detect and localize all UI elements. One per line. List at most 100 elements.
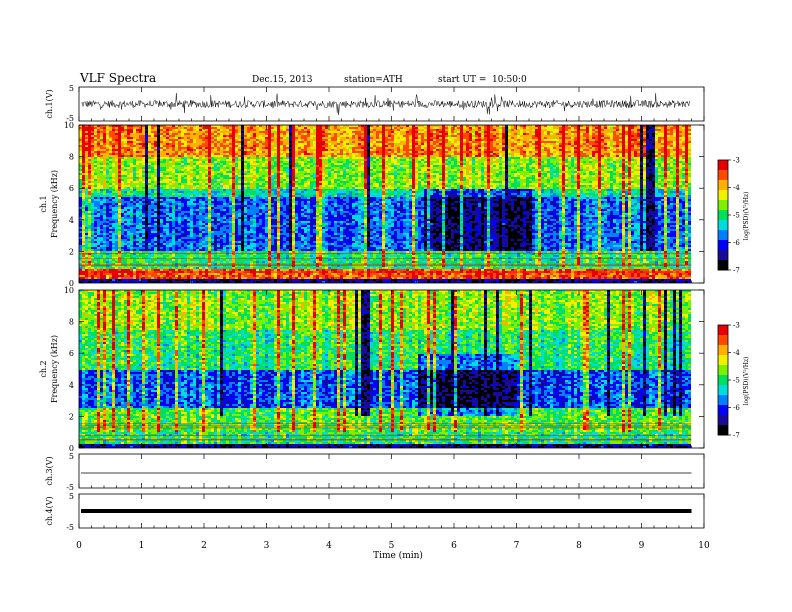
time-tick-label: 4 <box>326 541 332 551</box>
colorbar-2-swatch <box>718 411 728 414</box>
colorbar-1-label: log(PSD)(V²/Hz) <box>743 192 750 241</box>
ch1-spec-ytick-label: 10 <box>64 121 74 130</box>
colorbar-2-swatch <box>718 331 728 334</box>
colorbar-2: -3 -4 -5 -6 -7 log(PSD)(V²/Hz) <box>717 322 750 440</box>
colorbar-1-swatch <box>718 166 728 169</box>
ch4-ytick-top: 5 <box>69 492 74 501</box>
colorbar-1-swatch <box>718 220 728 223</box>
colorbar-1-swatch <box>718 262 728 265</box>
ch2-spec-ytick-label: 4 <box>69 381 74 390</box>
colorbar-2-swatch <box>718 347 728 350</box>
colorbar-2-swatch <box>718 329 728 332</box>
ch2-spec-ytick-label: 0 <box>69 444 74 453</box>
ch1-spec-yticks: 0 2 4 6 8 10 <box>64 121 704 288</box>
ch2-spec-ytick-label: 8 <box>69 318 74 327</box>
colorbar-1-swatch <box>718 194 728 197</box>
colorbar-2-swatch <box>718 355 728 358</box>
ch1-ytick-top: 5 <box>69 84 74 93</box>
colorbar-1-swatch <box>718 192 728 195</box>
ch2-spec-ytick-label: 6 <box>69 349 74 358</box>
colorbar-1-swatch <box>718 260 728 263</box>
time-tick-label: 9 <box>639 541 645 551</box>
ch1-spec-ytick-label: 0 <box>69 279 74 288</box>
colorbar-1-swatch <box>718 212 728 215</box>
colorbar-2-swatch <box>718 417 728 420</box>
ch2-spec-ytick-label: 2 <box>69 412 74 421</box>
time-tick-label: 7 <box>514 541 520 551</box>
time-axis-ticks: 0 1 2 3 4 5 6 7 8 9 10 <box>76 87 710 551</box>
colorbar-1-swatch <box>718 178 728 181</box>
colorbar-2-swatch <box>718 371 728 374</box>
ch1-spec-ytick-label: 4 <box>69 216 74 225</box>
colorbar-1-swatch <box>718 210 728 213</box>
ch2-spectrogram-image <box>79 290 704 448</box>
colorbar-1-tick-label: -6 <box>733 239 740 247</box>
colorbar-2-swatch <box>718 325 728 328</box>
time-tick-label: 0 <box>76 541 82 551</box>
colorbar-2-swatch <box>718 351 728 354</box>
colorbar-1-swatch <box>718 246 728 249</box>
time-tick-label: 6 <box>451 541 457 551</box>
colorbar-2-label: log(PSD)(V²/Hz) <box>743 357 750 406</box>
colorbar-2-swatch <box>718 369 728 372</box>
colorbar-1-swatch <box>718 256 728 259</box>
colorbar-1-swatch <box>718 182 728 185</box>
ch3-ytick-top: 5 <box>69 452 74 461</box>
colorbar-2-swatch <box>718 339 728 342</box>
colorbar-2-swatch <box>718 415 728 418</box>
colorbar-1-swatch <box>718 206 728 209</box>
ch2-spectrogram-panel: ch.2 Frequency (kHz) 0 2 4 6 8 10 <box>39 286 705 453</box>
ch4-ytick-bottom: -5 <box>66 523 74 532</box>
x-axis-label: Time (min) <box>373 550 423 561</box>
start-time-value: 10:50:0 <box>492 75 527 85</box>
figure-title: VLF Spectra <box>79 71 156 85</box>
start-ut-label: start UT = <box>438 75 486 85</box>
colorbar-1-swatch <box>718 198 728 201</box>
colorbar-2-swatch <box>718 361 728 364</box>
colorbar-2-swatch <box>718 423 728 426</box>
colorbar-1-swatch <box>718 226 728 229</box>
colorbar-1-swatch <box>718 202 728 205</box>
colorbar-2-swatch <box>718 349 728 352</box>
time-tick-label: 1 <box>139 541 145 551</box>
colorbar-2-swatch <box>718 393 728 396</box>
date-label: Dec.15, 2013 <box>252 75 313 85</box>
colorbar-1-swatch <box>718 258 728 261</box>
ch1-spectrogram-panel: ch.1 Frequency (kHz) 0 2 4 6 8 10 <box>39 121 705 288</box>
ch1-spectrogram-image <box>79 125 704 283</box>
colorbar-2-swatch <box>718 395 728 398</box>
colorbar-1-swatch <box>718 162 728 165</box>
time-tick-label: 10 <box>698 541 710 551</box>
colorbar-2-swatch <box>718 341 728 344</box>
colorbar-1-swatch <box>718 218 728 221</box>
ch1-waveform-panel: ch.1(V) 5 -5 <box>45 84 705 123</box>
colorbar-2-swatch <box>718 377 728 380</box>
colorbar-2-swatch <box>718 387 728 390</box>
ch2-spec-ytick-label: 10 <box>64 286 74 295</box>
colorbar-2-swatch <box>718 421 728 424</box>
colorbar-1-swatch <box>718 214 728 217</box>
colorbar-2-swatch <box>718 345 728 348</box>
colorbar-1-swatch <box>718 254 728 257</box>
colorbar-2-tick-label: -4 <box>733 349 740 357</box>
ch1-spec-ytick-label: 6 <box>69 184 74 193</box>
time-tick-label: 3 <box>264 541 270 551</box>
time-tick-label: 8 <box>576 541 582 551</box>
colorbar-2-swatch <box>718 409 728 412</box>
colorbar-1-swatch <box>718 190 728 193</box>
colorbar-2-swatch <box>718 425 728 428</box>
colorbar-1-swatch <box>718 170 728 173</box>
colorbar-1-swatch <box>718 236 728 239</box>
colorbar-1-swatch <box>718 216 728 219</box>
colorbar-2-swatch <box>718 407 728 410</box>
colorbar-2-swatch <box>718 433 728 436</box>
colorbar-2-swatch <box>718 403 728 406</box>
colorbar-1-swatch <box>718 232 728 235</box>
colorbar-1-swatch <box>718 204 728 207</box>
colorbar-2-swatch <box>718 429 728 432</box>
colorbar-1-swatch <box>718 188 728 191</box>
colorbar-1: -3 -4 -5 -6 -7 log(PSD)(V²/Hz) <box>717 157 750 275</box>
colorbar-2-swatch <box>718 337 728 340</box>
colorbar-1-swatch <box>718 252 728 255</box>
colorbar-2-tick-label: -3 <box>733 322 740 330</box>
